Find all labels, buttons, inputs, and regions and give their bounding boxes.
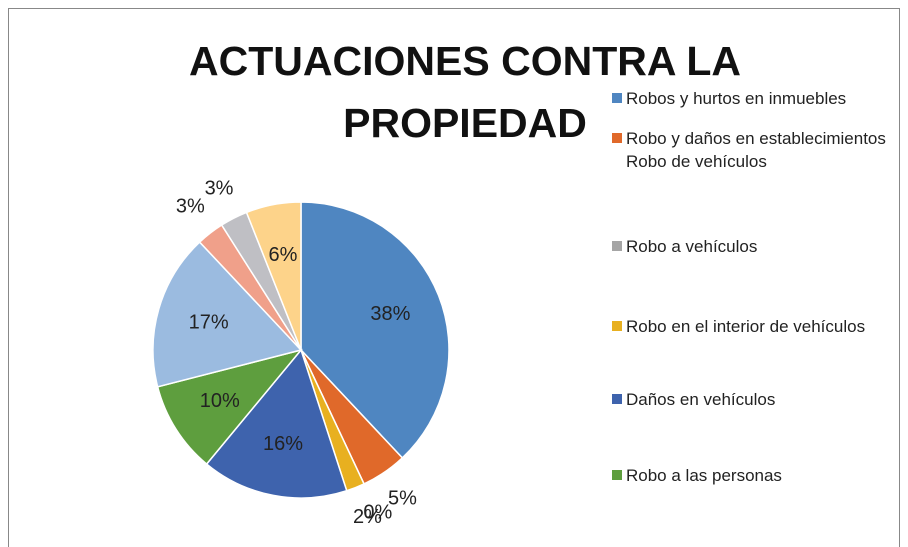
chart-title: ACTUACIONES CONTRA LA PROPIEDAD [189,38,741,146]
data-label: 6% [269,244,298,266]
legend-item: Robo a vehículos [612,235,908,258]
legend-swatch [612,321,622,331]
data-label: 3% [205,177,234,199]
legend-swatch [612,241,622,251]
legend-label: Robo en el interior de vehículos [626,317,866,336]
pie-slice [152,241,303,388]
data-label: 2% [353,506,382,528]
legend-swatch [612,470,622,480]
legend-label: Robo a vehículos [626,237,758,256]
pie-slice [300,201,450,459]
legend-label: Robos y hurtos en inmuebles [626,89,847,108]
data-label: 3% [176,196,205,218]
legend-label: Daños en vehículos [626,390,776,409]
data-label: 38% [370,303,410,325]
pie-slice [156,348,304,466]
legend-item: Robo a las personas [612,464,908,487]
pie-slice [205,348,348,499]
data-label: 16% [263,433,303,455]
chart-border [8,8,900,547]
legend-label: Robo y daños en establecimientos Robo de… [626,129,886,171]
legend-item: Robo y daños en establecimientos Robo de… [612,127,908,173]
legend-label: Robo a las personas [626,466,782,485]
legend-swatch [612,133,622,143]
legend-swatch [612,394,622,404]
data-label: 17% [189,311,229,333]
legend-item: Robo en el interior de vehículos [612,315,908,338]
data-label: 10% [200,390,240,412]
legend-item: Robos y hurtos en inmuebles [612,87,908,110]
pie-slice [245,201,302,351]
data-label: 5% [388,488,417,510]
legend-item: Daños en vehículos [612,388,908,411]
data-label: 0% [363,502,392,524]
legend-swatch [612,93,622,103]
